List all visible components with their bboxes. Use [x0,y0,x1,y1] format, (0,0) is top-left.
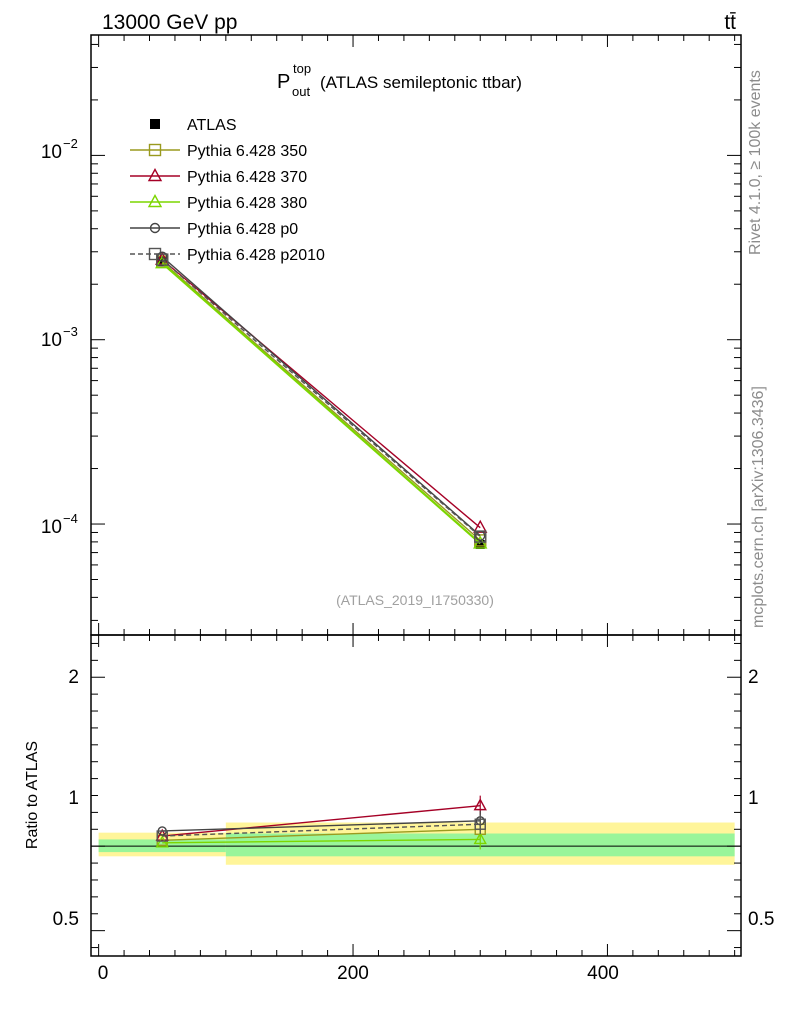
series-1-ratio-point [155,828,169,841]
series-3-ratio-line [162,820,481,832]
ratio-y-tick-label: 1 [68,788,79,809]
mcplots-label: mcplots.cern.ch [arXiv:1306.3436] [750,386,767,628]
series-0-ratio-line [162,828,481,841]
main-panel-data [155,251,488,549]
legend: ATLAS Pythia 6.428 350 Pythia 6.428 370 … [130,117,325,264]
series-0-line [161,261,481,541]
svg-text:−4: −4 [63,511,78,526]
ratio-y-tick-label-right: 0.5 [748,909,774,930]
main-y-tick-label: 10 −4 [41,511,78,538]
series-4-point [474,530,487,543]
x-tick-label: 200 [337,963,369,984]
series-4-line [161,259,481,538]
legend-label-atlas: ATLAS [187,117,237,134]
series-3-point [157,251,168,262]
series-4-ratio-line [162,823,481,837]
main-y-tick-label: 10 −2 [41,136,78,163]
svg-text:top: top [293,61,311,76]
series-1-line [161,259,481,529]
series-4-ratio-point [156,830,168,842]
axis-ticks [91,35,741,956]
series-3-line [161,256,481,537]
energy-label: 13000 GeV pp [102,11,237,34]
legend-marker [147,194,163,208]
svg-text:out: out [292,84,310,99]
legend-marker [147,168,163,182]
legend-label: Pythia 6.428 p2010 [187,247,325,264]
series-4-ratio-point [474,818,486,830]
series-2-line [161,262,481,545]
legend-label: Pythia 6.428 p0 [187,221,298,238]
series-4-point [156,253,169,266]
series-1-ratio-line [162,804,481,837]
x-tick-label: 400 [587,963,619,984]
ratio-panel-data [155,795,487,850]
legend-label: Pythia 6.428 350 [187,143,307,160]
series-1-point [473,519,488,533]
series-2-ratio-point [473,831,487,845]
svg-text:10: 10 [41,517,62,538]
series-1-ratio-point [473,798,487,811]
svg-text:−2: −2 [63,136,78,151]
svg-text:10: 10 [41,330,62,351]
svg-text:P: P [277,71,290,93]
analysis-label: (ATLAS_2019_I1750330) [336,592,494,608]
legend-marker [148,143,162,157]
ratio-y-axis-label: Ratio to ATLAS [24,741,41,849]
legend-marker [149,222,161,234]
ratio-y-tick-label-right: 2 [748,667,759,688]
svg-text:−3: −3 [63,324,78,339]
series-2-ratio-point [155,835,169,848]
rivet-version-label: Rivet 4.1.0, ≥ 100k events [747,70,764,255]
ratio-y-tick-label-right: 1 [748,788,759,809]
atlas-data-point [475,539,485,549]
svg-text:10: 10 [41,142,62,163]
process-label: tt̄ [724,11,736,34]
legend-marker-atlas [150,119,160,129]
ratio-y-tick-label: 0.5 [53,909,79,930]
series-2-ratio-line [162,838,481,844]
ratio-y-tick-label: 2 [68,667,79,688]
legend-label: Pythia 6.428 380 [187,195,307,212]
legend-label: Pythia 6.428 370 [187,169,307,186]
main-y-tick-label: 10 −3 [41,324,78,351]
x-tick-label: 0 [98,963,109,984]
chart-title: P top out (ATLAS semileptonic ttbar) [277,61,522,99]
ratio-panel-frame [90,634,742,957]
uncertainty-bands [98,822,735,865]
svg-text:(ATLAS semileptonic ttbar): (ATLAS semileptonic ttbar) [320,73,522,92]
